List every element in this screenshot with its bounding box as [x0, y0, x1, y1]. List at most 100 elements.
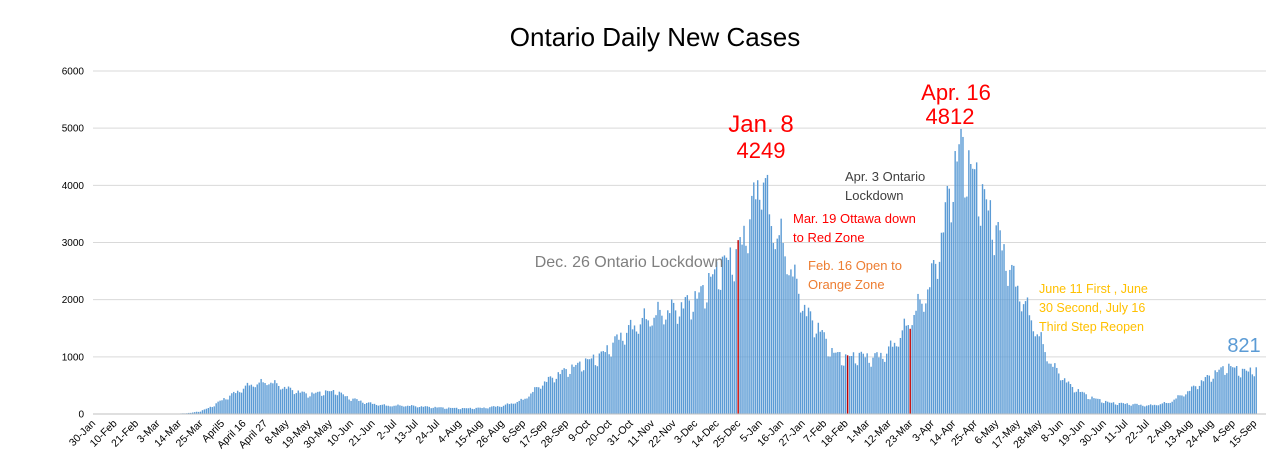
- bar: [612, 342, 614, 414]
- bar: [700, 286, 702, 414]
- bar: [1204, 377, 1207, 414]
- bar: [1065, 382, 1068, 414]
- bar: [635, 331, 638, 414]
- bar: [1206, 375, 1209, 414]
- bar: [205, 408, 208, 414]
- bar: [307, 397, 309, 414]
- annotation-text: Jan. 8: [728, 111, 793, 138]
- bar: [670, 299, 673, 414]
- bar: [614, 336, 616, 414]
- bar: [551, 377, 554, 414]
- bar: [543, 381, 546, 414]
- bar: [756, 180, 759, 414]
- bar: [207, 408, 210, 414]
- bar: [841, 365, 843, 414]
- bar: [450, 407, 452, 414]
- bar: [246, 382, 249, 414]
- bar: [1063, 378, 1066, 414]
- bar: [541, 385, 544, 414]
- y-tick-label: 4000: [62, 181, 85, 192]
- bar: [661, 315, 663, 414]
- bar: [448, 407, 450, 414]
- bar: [1011, 264, 1013, 414]
- bar: [1108, 402, 1111, 414]
- bar: [539, 388, 542, 414]
- bar: [1239, 377, 1242, 414]
- bar: [1054, 363, 1056, 414]
- bar: [1157, 405, 1160, 414]
- bar: [694, 291, 696, 414]
- bar: [1228, 363, 1230, 414]
- bar: [723, 255, 726, 414]
- bar-series: [172, 128, 1257, 415]
- bar: [901, 330, 904, 414]
- bar: [530, 393, 532, 414]
- bar: [938, 261, 941, 414]
- bar: [1103, 403, 1105, 414]
- bar: [719, 289, 722, 414]
- bar: [279, 389, 282, 414]
- bar: [350, 400, 352, 414]
- bar: [684, 297, 687, 414]
- bar: [979, 225, 982, 414]
- bar: [588, 359, 591, 414]
- bar: [502, 405, 505, 414]
- bar: [500, 406, 503, 414]
- bar: [1071, 387, 1074, 414]
- bar: [1124, 403, 1126, 414]
- bar: [919, 299, 921, 414]
- bar: [569, 373, 571, 414]
- bar: [899, 337, 902, 414]
- bar: [455, 407, 458, 414]
- bar: [536, 387, 538, 414]
- bar: [586, 359, 589, 414]
- bar: [839, 352, 841, 414]
- bar: [942, 232, 945, 414]
- bar: [233, 391, 235, 414]
- bar: [592, 354, 595, 414]
- bar: [733, 281, 735, 414]
- bar: [489, 407, 491, 414]
- bar: [270, 382, 272, 414]
- bar: [633, 325, 636, 414]
- bar: [479, 407, 481, 414]
- bar: [1112, 402, 1115, 414]
- bar: [676, 323, 679, 414]
- bar: [764, 178, 767, 414]
- bar: [721, 256, 724, 414]
- bar: [1007, 285, 1009, 414]
- bar: [567, 376, 569, 414]
- bar: [1142, 405, 1144, 414]
- bar: [248, 385, 251, 414]
- bar: [1224, 374, 1226, 414]
- bar: [1216, 372, 1218, 414]
- bar: [538, 387, 540, 414]
- bar: [944, 202, 947, 414]
- x-axis-ticks: 30-Jan10-Feb21-Feb3-Mar14-Mar25-MarApril…: [67, 417, 1260, 451]
- bar: [432, 407, 434, 414]
- bar: [403, 406, 405, 414]
- bar: [192, 412, 194, 414]
- bar: [545, 381, 548, 414]
- bar: [1169, 402, 1171, 414]
- chart-title: Ontario Daily New Cases: [510, 22, 800, 52]
- bar: [467, 408, 470, 414]
- bar: [1009, 269, 1011, 414]
- bar: [880, 352, 882, 414]
- bar: [1081, 391, 1083, 414]
- bar: [1165, 402, 1167, 414]
- bar: [907, 325, 909, 414]
- bar: [1018, 301, 1021, 414]
- bar: [999, 230, 1001, 414]
- bar: [385, 405, 387, 414]
- bar: [324, 390, 327, 414]
- bar: [1218, 369, 1220, 414]
- bar: [1075, 391, 1078, 414]
- bar: [430, 408, 432, 414]
- bar: [1020, 311, 1023, 414]
- bar: [620, 332, 622, 414]
- bar: [575, 364, 577, 414]
- bar: [365, 402, 368, 414]
- bar: [678, 316, 681, 414]
- bar: [766, 174, 769, 414]
